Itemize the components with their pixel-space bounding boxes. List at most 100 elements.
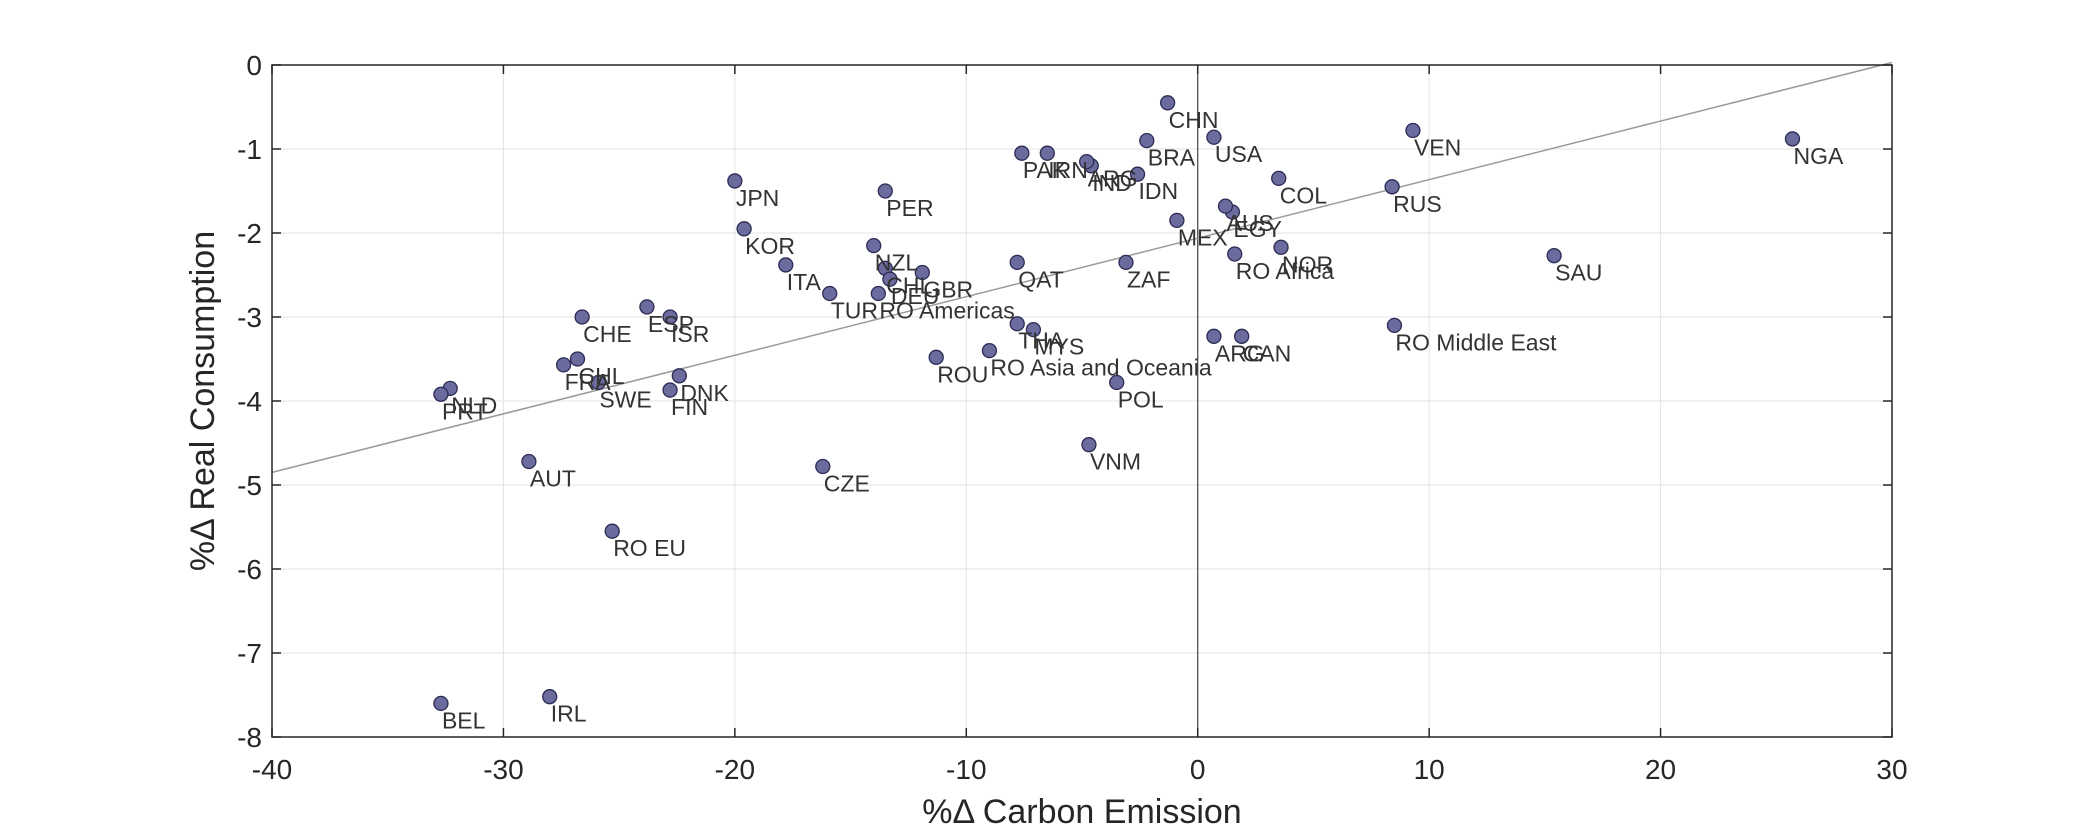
data-point (1014, 145, 1030, 161)
y-tick-label: -5 (237, 470, 262, 501)
data-point (1386, 317, 1403, 334)
data-point (433, 695, 449, 712)
x-tick-label: -20 (715, 754, 755, 785)
x-tick-label: 0 (1190, 754, 1206, 785)
point-label: RO Middle East (1395, 329, 1557, 355)
point-label: THA (1018, 328, 1065, 354)
y-tick-label: 0 (246, 50, 262, 81)
y-tick-label: -6 (237, 554, 262, 585)
data-point (1227, 246, 1243, 262)
x-tick-label: 10 (1414, 754, 1445, 785)
point-label: COL (1280, 182, 1328, 208)
point-label: CHE (583, 321, 632, 347)
data-point (1273, 239, 1289, 255)
point-label: TUR (831, 297, 878, 323)
data-point (1118, 254, 1134, 271)
point-label: ISR (671, 321, 709, 347)
data-point (882, 271, 898, 287)
point-label: RO Africa (1236, 258, 1335, 284)
data-point (1039, 145, 1055, 161)
data-point (1025, 321, 1042, 338)
point-label: IND (1092, 170, 1132, 196)
point-label: AUT (530, 465, 576, 491)
data-point (914, 264, 930, 281)
point-label: BRA (1148, 145, 1196, 171)
point-label: CAN (1243, 340, 1292, 366)
point-label: NZL (875, 250, 919, 276)
data-point (1129, 166, 1146, 182)
point-label: ARG (1215, 340, 1265, 366)
data-point (662, 382, 678, 398)
point-label: QAT (1018, 266, 1064, 292)
data-point (433, 386, 449, 402)
data-point (1206, 328, 1222, 344)
fit-line (271, 61, 1893, 474)
point-label: MEX (1178, 224, 1228, 250)
point-label: CHL (578, 363, 624, 389)
data-point (736, 221, 752, 237)
data-point (662, 309, 678, 325)
point-label: FRA (565, 369, 612, 395)
point-label: BEL (442, 707, 486, 733)
point-label: CHL (886, 272, 932, 298)
data-point (1206, 129, 1222, 145)
data-point (870, 285, 886, 302)
point-label: EGY (1233, 216, 1282, 242)
point-label: DNK (680, 380, 729, 406)
data-point (1271, 170, 1287, 187)
data-point (1405, 122, 1421, 139)
data-point (1009, 254, 1025, 271)
point-label: GBR (923, 276, 973, 302)
data-point (1109, 374, 1125, 391)
data-point (1546, 248, 1562, 264)
point-label: VEN (1414, 135, 1461, 161)
data-point (981, 342, 998, 359)
y-tick-label: -8 (237, 722, 262, 753)
y-axis-ticks: 0 -1 -2 -3 -4 -5 -6 -7 -8 (237, 50, 1892, 753)
point-label: PRT (442, 398, 488, 424)
point-label: PER (886, 195, 933, 221)
data-point (1169, 212, 1185, 229)
x-tick-label: -30 (483, 754, 523, 785)
data-point (877, 183, 893, 199)
point-label: IRN (1048, 157, 1088, 183)
fit-line-group (271, 61, 1893, 474)
point-label: IRL (551, 701, 587, 727)
y-axis-title: %Δ Real Consumption (184, 231, 222, 571)
data-point (727, 173, 743, 189)
data-point (815, 458, 831, 475)
data-point (778, 257, 794, 273)
y-tick-label: -2 (237, 218, 262, 249)
data-point (555, 357, 572, 373)
data-points (433, 95, 1801, 712)
point-label: NLD (451, 392, 497, 418)
y-tick-label: -7 (237, 638, 262, 669)
point-label: ESP (648, 311, 694, 337)
x-tick-label: 30 (1876, 754, 1907, 785)
point-label: IDN (1139, 178, 1179, 204)
point-label: NOR (1282, 251, 1333, 277)
data-point (671, 368, 687, 384)
point-label: AUS (1226, 210, 1273, 236)
data-point (542, 689, 558, 705)
data-point (822, 285, 838, 302)
data-point (1217, 198, 1234, 214)
point-label: DEU (891, 283, 940, 309)
x-tick-label: -10 (946, 754, 986, 785)
data-point (1078, 153, 1095, 170)
x-axis-ticks: -40 -30 -20 -10 0 10 20 30 (252, 65, 1908, 785)
data-point (569, 351, 586, 367)
point-label: MYS (1034, 334, 1084, 360)
x-tick-label: 20 (1645, 754, 1676, 785)
point-label: RO Asia and Oceania (990, 355, 1211, 381)
data-point (590, 374, 606, 391)
point-label: SWE (599, 387, 651, 413)
data-point (604, 523, 620, 539)
point-label: USA (1215, 141, 1263, 167)
point-label: RUS (1393, 191, 1442, 217)
data-point (639, 299, 655, 315)
point-label: POL (1118, 387, 1164, 413)
data-point (1081, 437, 1097, 453)
point-label: PAK (1023, 157, 1068, 183)
